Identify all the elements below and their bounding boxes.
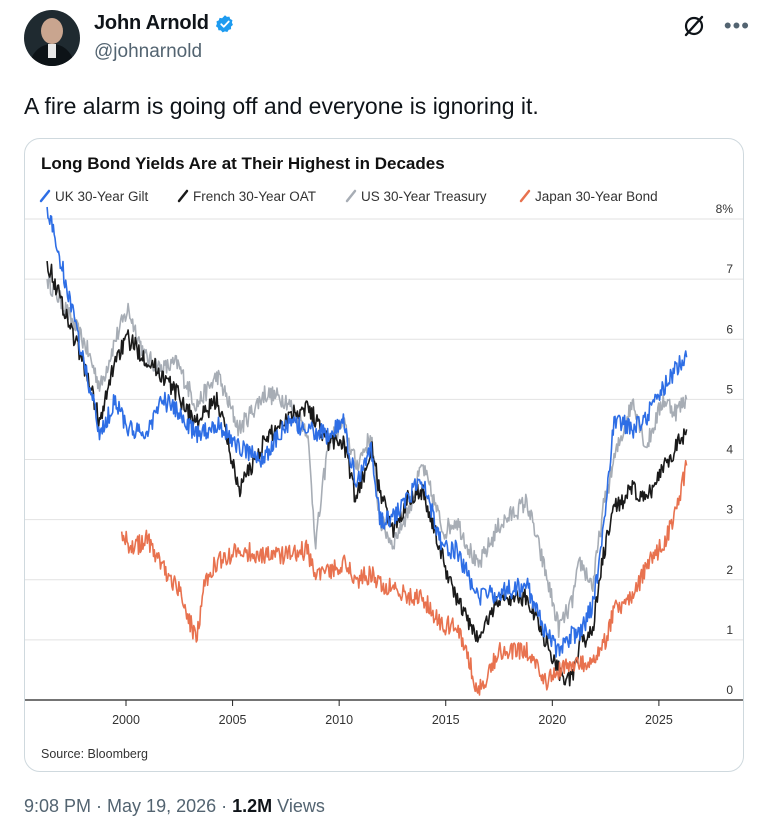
series-line [46,261,688,687]
legend-swatch [519,189,531,203]
series-line [46,274,688,638]
tweet-text: A fire alarm is going off and everyone i… [24,93,539,119]
series-line [46,206,688,658]
y-tick-label: 2 [726,563,733,577]
y-tick-label: 5 [726,382,733,396]
chart-series [46,206,688,696]
series-line [120,459,688,696]
chart-source: Source: Bloomberg [41,747,148,761]
chart-legend: UK 30-Year Gilt French 30-Year OAT US 30-Y… [39,189,658,204]
tweet-date: May 19, 2026 [107,796,217,816]
y-tick-label: 1 [726,623,733,637]
y-tick-label: 6 [726,322,733,336]
y-tick-label: 7 [726,262,733,276]
x-tick-label: 2020 [538,713,566,727]
x-tick-label: 2010 [325,713,353,727]
separator: · [216,796,233,816]
chart-card[interactable]: Long Bond Yields Are at Their Highest in… [24,138,744,772]
y-tick-label: 0 [726,683,733,697]
y-tick-label: 3 [726,503,733,517]
tweet-time: 9:08 PM [24,796,92,816]
legend-swatch [39,189,51,203]
author-row: John Arnold [94,12,235,35]
separator: · [91,796,108,816]
legend-entry: Japan 30-Year Bond [535,189,658,204]
chart-grid [25,218,743,701]
avatar-collar [48,44,56,58]
verified-badge-icon [215,14,233,32]
avatar[interactable] [24,10,80,66]
line-chart: Long Bond Yields Are at Their Highest in… [25,154,743,761]
author-name[interactable]: John Arnold [94,12,209,34]
x-tick-label: 2005 [219,713,247,727]
y-axis: 0 1 2 3 4 5 6 7 8% [716,202,734,697]
views-label: Views [272,796,325,816]
tweet-actions-top: ••• [682,14,750,38]
more-icon[interactable]: ••• [723,13,750,38]
legend-swatch [345,189,357,203]
y-tick-label: 4 [726,443,733,457]
y-tick-label: 8% [716,202,734,216]
avatar-head [41,18,63,44]
x-tick-label: 2025 [645,713,673,727]
x-axis: 2000 2005 2010 2015 2020 2025 [112,700,673,727]
chart-title: Long Bond Yields Are at Their Highest in… [41,154,445,173]
x-tick-label: 2015 [432,713,460,727]
grok-icon[interactable] [682,14,706,38]
author-handle[interactable]: @johnarnold [94,41,203,62]
legend-entry: French 30-Year OAT [193,189,316,204]
views-count: 1.2M [232,796,273,816]
tweet-timestamp[interactable]: 9:08 PM · May 19, 2026 · 1.2M Views [24,796,325,817]
legend-entry: UK 30-Year Gilt [55,189,149,204]
legend-swatch [177,189,189,203]
x-tick-label: 2000 [112,713,140,727]
legend-entry: US 30-Year Treasury [361,189,487,204]
